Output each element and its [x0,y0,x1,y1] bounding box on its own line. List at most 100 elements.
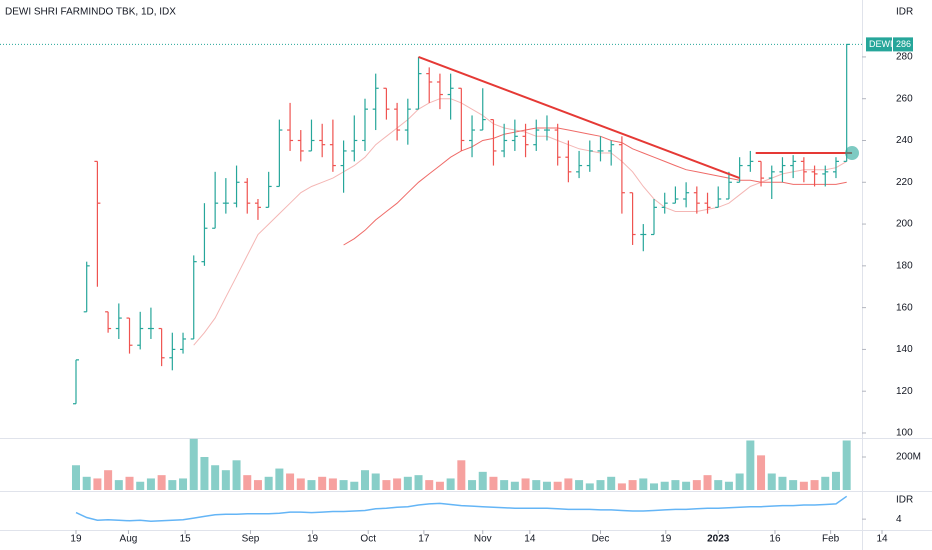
volume-bar [403,476,412,490]
volume-bar [767,473,776,490]
y-tick-label: 280 [896,52,913,63]
price-label: 286 [896,39,911,49]
volume-bar [628,480,637,490]
volume-bar [157,475,166,490]
volume-bar [596,480,605,490]
volume-bar [842,440,851,490]
y-tick-label: 100 [896,428,913,439]
volume-tick-label: 200M [896,452,921,463]
volume-bar [650,483,659,490]
volume-bar [425,480,434,490]
x-tick-label: 17 [418,534,430,545]
volume-bar [532,480,541,490]
volume-bar [200,456,209,490]
volume-bar [104,470,113,490]
volume-bar [703,475,712,490]
volume-bar [660,481,669,490]
currency-label: IDR [896,7,913,18]
volume-bar [221,470,230,490]
volume-bar [275,468,284,490]
volume-bar [671,480,680,490]
volume-bar [799,481,808,490]
volume-bar [735,473,744,490]
y-tick-label: 160 [896,302,913,313]
volume-bar [810,480,819,490]
x-tick-label: 19 [660,534,672,545]
trendline [418,55,740,180]
volume-bar [125,476,134,490]
volume-bar [435,481,444,490]
volume-bar [393,478,402,490]
volume-bar [414,475,423,490]
volume-bar [682,481,691,490]
x-tick-label: Aug [120,534,138,545]
x-tick-label: Feb [822,534,840,545]
volume-bar [189,438,198,490]
volume-bar [361,470,370,490]
volume-bar [253,480,262,490]
alert-dot [845,146,860,161]
volume-bar [607,476,616,490]
volume-bar [446,478,455,490]
volume-bar [371,473,380,490]
volume-bar [510,481,519,490]
volume-bar [382,480,391,490]
y-tick-label: 140 [896,344,913,355]
volume-bar [168,480,177,490]
volume-bar [318,476,327,490]
volume-bar [831,471,840,490]
x-tick-label: 16 [769,534,781,545]
x-tick-label: 15 [180,534,192,545]
volume-bar [232,460,241,490]
volume-bar [757,455,766,490]
x-tick-label: Sep [242,534,260,545]
volume-bar [136,481,145,490]
volume-bar [692,480,701,490]
volume-bar [211,465,220,490]
volume-bar [714,480,723,490]
volume-bar [114,480,123,490]
volume-bar [328,478,337,490]
volume-bar [821,476,830,490]
volume-bar [585,483,594,490]
chart-title: DEWI SHRI FARMINDO TBK, 1D, IDX [5,7,176,18]
volume-bar [500,480,509,490]
indicator-unit: IDR [896,495,913,506]
volume-bar [82,476,91,490]
y-tick-label: 180 [896,260,913,271]
y-tick-label: 260 [896,93,913,104]
y-tick-label: 240 [896,135,913,146]
indicator-tick-label: 4 [896,514,902,525]
indicator-line [75,495,848,523]
x-tick-label: 2023 [707,534,730,545]
y-tick-label: 220 [896,177,913,188]
volume-bar [307,480,316,490]
volume-bar [146,478,155,490]
moving-average [343,127,847,246]
symbol-label: DEWI [869,39,893,49]
volume-bar [639,478,648,490]
volume-bar [553,481,562,490]
volume-bar [179,478,188,490]
volume-bar [468,480,477,490]
volume-bar [564,478,573,490]
volume-bar [71,465,80,490]
x-tick-label: Nov [474,534,492,545]
symbol-badge [866,37,892,52]
volume-bar [575,480,584,490]
x-tick-label: Dec [592,534,610,545]
x-tick-label: 14 [524,534,536,545]
price-badge [893,37,913,52]
volume-bar [243,475,252,490]
volume-bar [778,476,787,490]
x-tick-label: 14 [876,534,888,545]
volume-bar [264,476,273,490]
volume-bar [457,460,466,490]
volume-bar [746,440,755,490]
x-tick-label: 19 [307,534,319,545]
volume-bar [350,481,359,490]
volume-bar [489,476,498,490]
volume-bar [286,473,295,490]
